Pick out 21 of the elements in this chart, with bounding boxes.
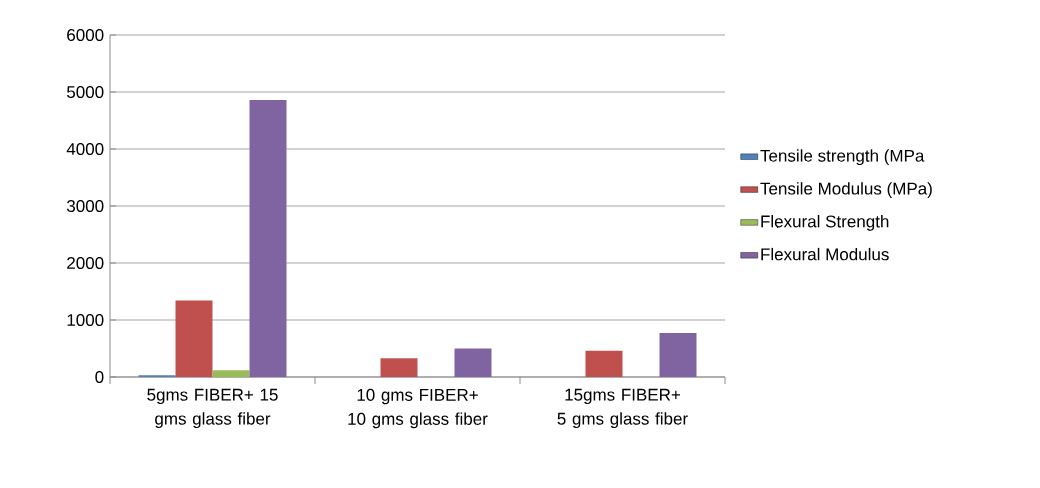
y-tick-label: 4000 — [66, 142, 104, 156]
bar — [380, 358, 418, 377]
legend-label: Tensile Modulus (MPa) — [760, 182, 932, 198]
legend-label: Flexural Strength — [761, 215, 889, 231]
bar — [212, 370, 250, 377]
bar — [585, 350, 623, 377]
y-tick-label: 2000 — [67, 256, 104, 270]
bar — [659, 333, 697, 377]
x-tick-label: 10 gms FIBER+ 10 gms glass fiber — [348, 388, 488, 429]
legend-label: Tensile strength (MPa — [760, 149, 925, 166]
y-tick-label: 6000 — [67, 28, 104, 42]
bar — [175, 300, 213, 377]
x-tick-label: 15gms FIBER+ 5 gms glass fiber — [557, 388, 688, 429]
y-tick-label: 5000 — [67, 85, 104, 99]
bar — [249, 99, 287, 377]
y-tick-label: 3000 — [66, 199, 104, 213]
y-tick-label: 1000 — [67, 313, 104, 327]
x-tick-label: 5gms FIBER+ 15 gms glass fiber — [147, 388, 278, 429]
bar — [454, 348, 492, 377]
y-tick-label: 0 — [95, 370, 104, 384]
legend-label: Flexural Modulus — [761, 247, 889, 261]
